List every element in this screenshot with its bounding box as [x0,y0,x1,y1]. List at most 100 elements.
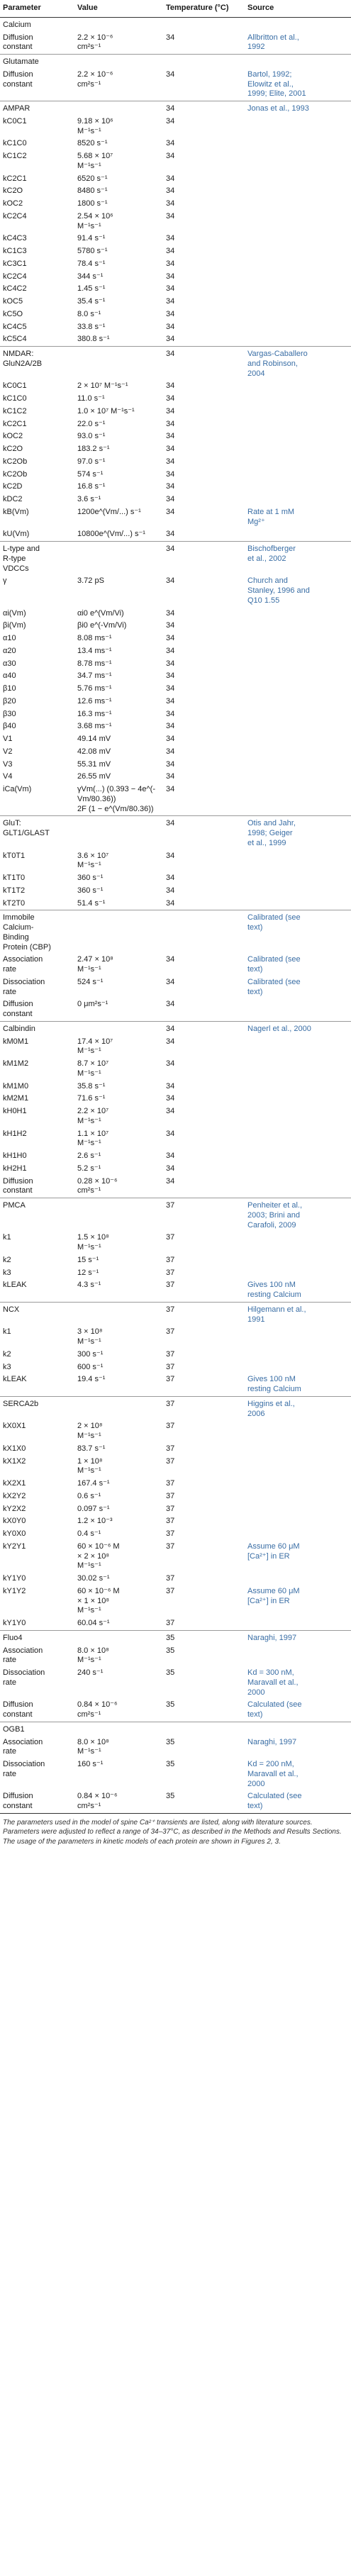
temperature-cell: 35 [166,1792,175,1801]
value-cell: 167.4 s⁻¹ [77,1479,110,1488]
section-source: Jonas et al., 1993 [245,100,351,116]
source-cell: Kd = 300 nM, Maravall et al., 2000 [247,1668,299,1697]
header-value: Value [74,0,163,18]
table-row: kC5C4 380.8 s⁻¹ 34 [0,333,351,346]
source-cell [245,733,351,746]
section-header-row: OGB1 [0,1721,351,1736]
value-cell: 60 × 10⁻⁶ M × 2 × 10⁸ M⁻¹s⁻¹ [77,1541,120,1571]
parameter-cell: kC4C5 [3,322,27,331]
value-cell: 0.097 s⁻¹ [77,1504,110,1513]
value-cell: 1.5 × 10⁸ M⁻¹s⁻¹ [77,1233,109,1251]
table-row: kC4C2 1.45 s⁻¹ 34 [0,283,351,296]
table-row: Diffusion constant 0.84 × 10⁻⁶ cm²s⁻¹ 35 Ca… [0,1790,351,1813]
section-header-row: GluT: GLT1/GLAST 34 Otis and Jahr, 1998; G… [0,815,351,850]
table-row: kC2O 183.2 s⁻¹ 34 [0,443,351,456]
temperature-cell: 34 [166,1129,175,1138]
source-cell [245,380,351,393]
value-cell: 16.8 s⁻¹ [77,482,106,491]
source-cell [245,1443,351,1456]
parameter-cell: Diffusion constant [3,33,33,52]
section-temperature: 37 [163,1198,245,1232]
section-title: Glutamate [0,53,74,69]
temperature-cell: 34 [166,1000,175,1009]
value-cell: 0.4 s⁻¹ [77,1529,101,1538]
temperature-cell: 34 [166,747,175,756]
source-cell: Bartol, 1992; Elowitz et al., 1999; Elit… [247,69,306,99]
value-cell: 574 s⁻¹ [77,469,104,479]
value-cell: 11.0 s⁻¹ [77,394,105,403]
parameter-cell: β30 [3,709,16,718]
table-row: γ 3.72 pS 34 Church and Stanley, 1996 and Q… [0,575,351,607]
parameter-cell: α30 [3,659,16,668]
table-row: kY1Y2 60 × 10⁻⁶ M × 1 × 10⁸ M⁻¹s⁻¹ 37 Assum… [0,1585,351,1617]
parameter-cell: kY1Y2 [3,1586,26,1595]
value-cell: 10800e^(Vm/...) s⁻¹ [77,530,145,539]
temperature-cell: 34 [166,785,175,793]
temperature-cell: 34 [166,1152,175,1160]
parameter-cell: Association rate [3,1737,43,1756]
source-cell [245,116,351,138]
table-row: kC1C3 5780 s⁻¹ 34 [0,245,351,258]
temperature-cell: 37 [166,1362,175,1371]
parameter-cell: Association rate [3,955,43,974]
value-cell: 8520 s⁻¹ [77,139,108,148]
source-cell [245,1267,351,1280]
parameter-cell: kC5O [3,309,23,318]
source-cell [245,481,351,494]
temperature-cell: 34 [166,457,175,466]
temperature-cell: 34 [166,152,175,160]
source-cell [245,632,351,645]
parameter-cell: kDC2 [3,495,23,503]
temperature-cell: 37 [166,1574,175,1583]
value-cell: 8.7 × 10⁷ M⁻¹s⁻¹ [77,1059,109,1078]
temperature-cell: 34 [166,284,175,294]
section-header-row: AMPAR 34 Jonas et al., 1993 [0,100,351,116]
section-header-row: Calbindin 34 Nagerl et al., 2000 [0,1020,351,1036]
source-cell [245,885,351,898]
source-cell [245,1515,351,1528]
value-cell: 300 s⁻¹ [77,1349,104,1359]
source-cell [245,1456,351,1478]
section-value [74,1301,163,1327]
source-cell [245,759,351,771]
temperature-cell: 34 [166,419,175,428]
source-cell [245,1128,351,1151]
value-cell: 42.08 mV [77,747,111,756]
source-cell [245,620,351,632]
source-cell [245,1081,351,1093]
temperature-cell: 34 [166,659,175,668]
temperature-cell: 37 [166,1375,175,1384]
temperature-cell: 35 [166,1668,175,1677]
section-source: Nagerl et al., 2000 [245,1020,351,1036]
section-header-row: Glutamate [0,53,351,69]
table-row: kC4C3 91.4 s⁻¹ 34 [0,233,351,245]
source-cell [245,271,351,284]
value-cell: 160 s⁻¹ [77,1760,104,1768]
source-cell [245,746,351,759]
parameter-cell: Dissociation rate [3,1668,45,1687]
header-source: Source [245,0,351,18]
section-temperature [163,53,245,69]
temperature-cell: 37 [166,1619,175,1627]
temperature-cell: 34 [166,186,175,196]
section-title: GluT: GLT1/GLAST [0,815,74,850]
table-row: kC2C4 344 s⁻¹ 34 [0,271,351,284]
parameter-cell: kH1H0 [3,1152,27,1160]
parameter-cell: kX2Y2 [3,1491,26,1500]
source-cell [245,683,351,696]
source-cell: Calculated (see text) [247,1700,302,1719]
source-cell [245,1058,351,1081]
temperature-cell: 34 [166,621,175,630]
source-cell [245,1093,351,1105]
source-cell [245,872,351,885]
temperature-cell: 34 [166,722,175,731]
value-cell: 8480 s⁻¹ [77,186,108,196]
parameter-table-page: Parameter Value Temperature (°C) Source … [0,0,351,1846]
section-source: Naraghi, 1997 [245,1629,351,1645]
parameter-cell: V4 [3,772,13,781]
section-header-row: Immobile Calcium- Binding Protein (CBP) C… [0,910,351,954]
table-row: αi(Vm) αi0 e^(Vm/Vi) 34 [0,608,351,620]
table-row: Dissociation rate 240 s⁻¹ 35 Kd = 300 nM, M… [0,1667,351,1699]
table-row: Diffusion constant 2.2 × 10⁻⁶ cm²s⁻¹ 34 Bar… [0,69,351,101]
parameter-cell: kC1C3 [3,247,27,255]
